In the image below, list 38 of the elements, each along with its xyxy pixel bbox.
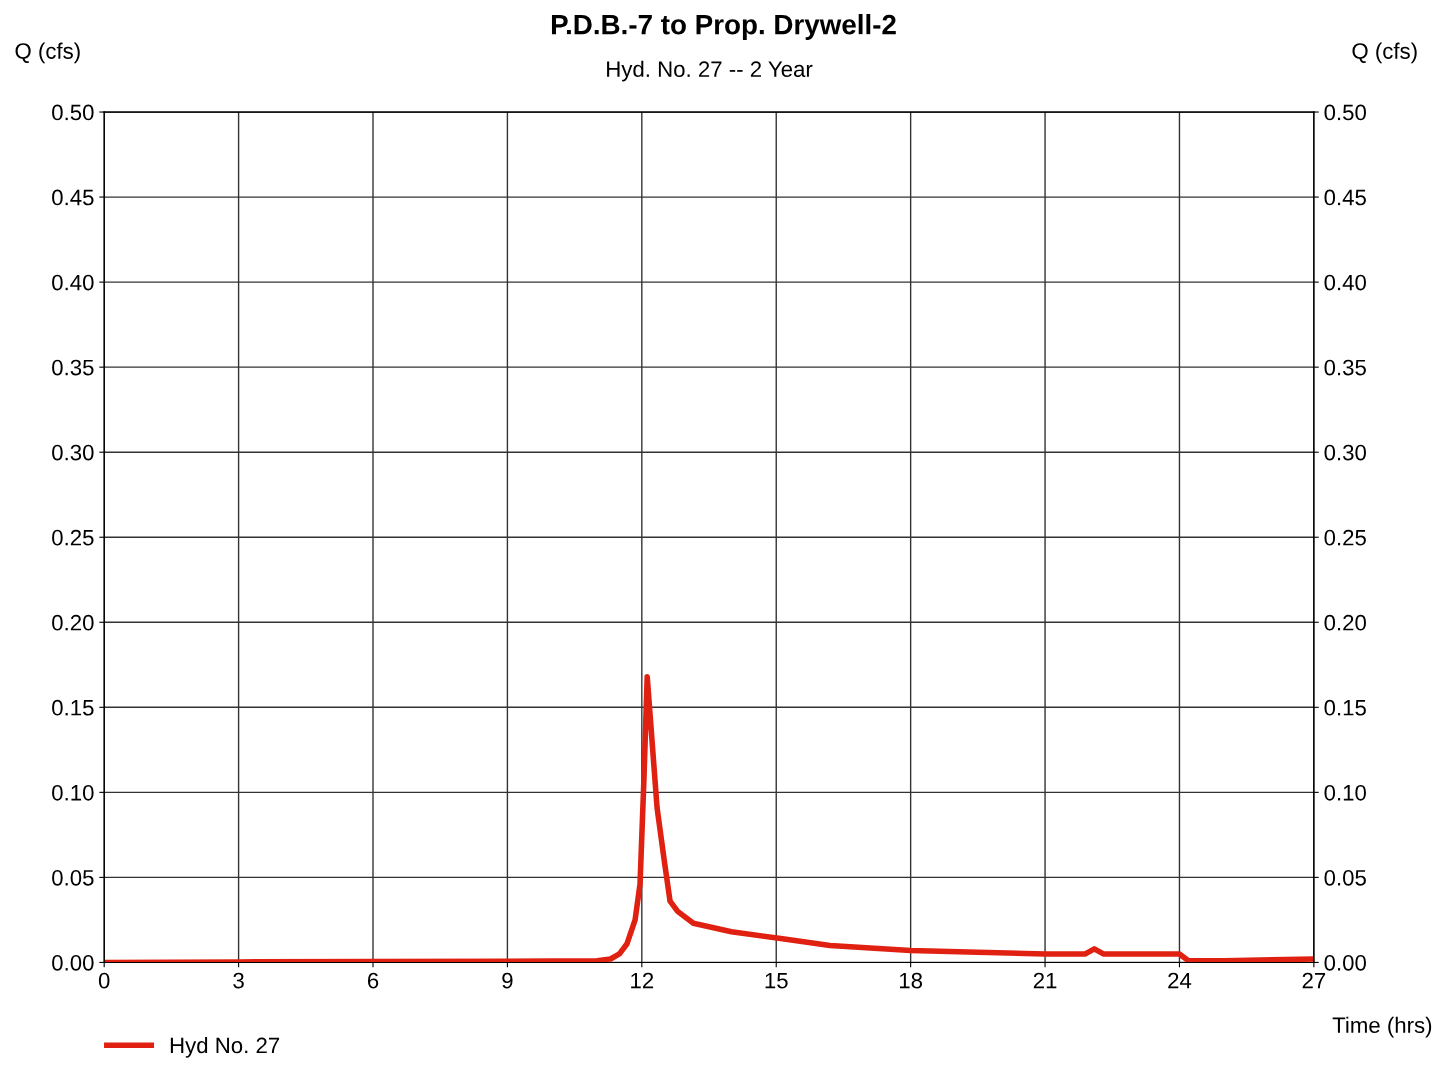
x-tick-label: 24: [1168, 972, 1192, 989]
y2-tick-label: 0.25: [1324, 529, 1366, 546]
x-tick-label: 6: [367, 972, 379, 989]
y-tick-label: 0.20: [52, 614, 94, 631]
y-tick-label: 0.50: [52, 104, 94, 121]
y2-axis-title: Q (cfs): [1352, 42, 1417, 64]
y-tick-label: 0.25: [52, 529, 94, 546]
y2-tick-label: 0.15: [1324, 699, 1366, 716]
y2-tick-label: 0.40: [1324, 274, 1366, 291]
y-tick-label: 0.10: [52, 784, 94, 801]
y2-tick-label: 0.05: [1324, 869, 1366, 886]
y-tick-label: 0.40: [52, 274, 94, 291]
y2-tick-label: 0.50: [1324, 104, 1366, 121]
legend-label: Hyd No. 27: [170, 1036, 280, 1058]
y2-tick-label: 0.45: [1324, 189, 1366, 206]
y-tick-label: 0.05: [52, 869, 94, 886]
x-tick-label: 3: [233, 972, 244, 989]
y2-tick-label: 0.30: [1324, 444, 1366, 461]
y-tick-label: 0.00: [52, 954, 94, 971]
chart-title: P.D.B.-7 to Prop. Drywell-2: [551, 14, 896, 40]
x-tick-label: 18: [899, 972, 923, 989]
chart-subtitle: Hyd. No. 27 -- 2 Year: [607, 60, 813, 82]
y-tick-label: 0.30: [52, 444, 94, 461]
y2-tick-label: 0.35: [1324, 359, 1366, 376]
x-tick-label: 27: [1302, 972, 1326, 989]
x-tick-label: 12: [631, 972, 654, 989]
x-tick-label: 21: [1033, 972, 1057, 989]
x-tick-label: 9: [502, 972, 513, 989]
y-tick-label: 0.15: [52, 699, 94, 716]
x-tick-label: 0: [98, 972, 110, 989]
y-tick-label: 0.35: [52, 359, 94, 376]
y2-tick-label: 0.20: [1324, 614, 1366, 631]
x-axis-title: Time (hrs): [1332, 1016, 1432, 1038]
y-axis-title: Q (cfs): [15, 42, 80, 64]
y2-tick-label: 0.00: [1324, 954, 1366, 971]
x-tick-label: 15: [765, 972, 788, 989]
y-tick-label: 0.45: [52, 189, 94, 206]
y2-tick-label: 0.10: [1324, 784, 1366, 801]
